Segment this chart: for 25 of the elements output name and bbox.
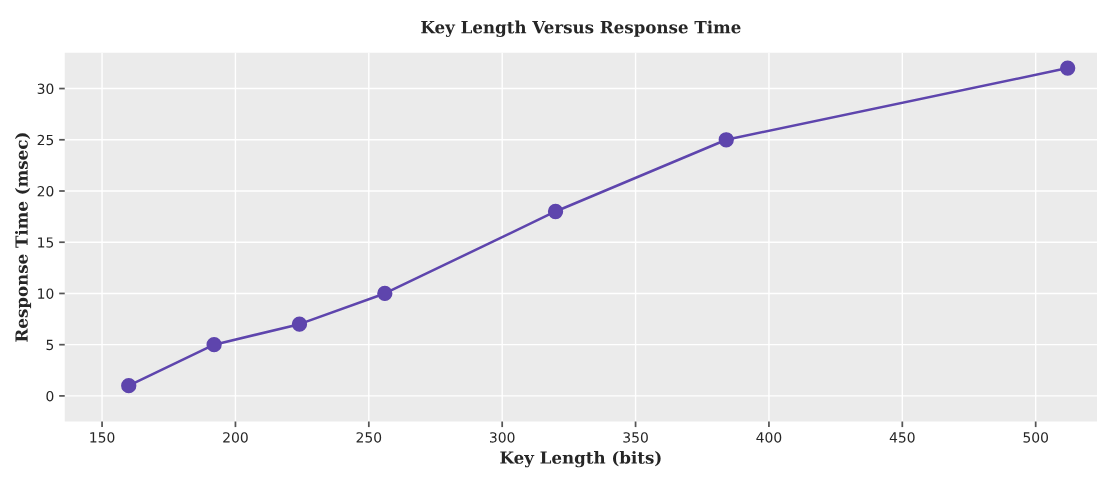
point — [377, 285, 393, 302]
x-tick-label: 300 — [489, 432, 515, 443]
y-tick-label: 10 — [38, 288, 54, 299]
x-tick-label: 400 — [756, 432, 782, 443]
point — [291, 316, 308, 332]
y-tick-label: 0 — [46, 390, 54, 402]
x-tick-label: 500 — [1023, 432, 1049, 443]
x-tick-label: 250 — [356, 432, 382, 443]
x-tick-label: 150 — [90, 432, 115, 443]
y-tick-label: 15 — [38, 237, 54, 248]
point — [718, 132, 734, 148]
x-tick-label: 450 — [889, 432, 915, 443]
x-tick-label: 200 — [223, 432, 248, 443]
point — [206, 337, 222, 353]
point — [547, 203, 564, 220]
y-tick-label: 25 — [37, 134, 54, 146]
x-axis-title: Key Length (bits) — [500, 450, 661, 468]
y-axis-title: Response Time (msec) — [14, 133, 32, 342]
y-tick-label: 30 — [37, 83, 54, 95]
y-tick-label: 5 — [46, 339, 54, 351]
point — [1060, 60, 1076, 76]
x-tick-label: 350 — [623, 432, 648, 443]
y-tick-label: 20 — [37, 185, 54, 197]
chart-title: Key Length Versus Response Time — [421, 20, 741, 37]
point — [121, 378, 137, 394]
